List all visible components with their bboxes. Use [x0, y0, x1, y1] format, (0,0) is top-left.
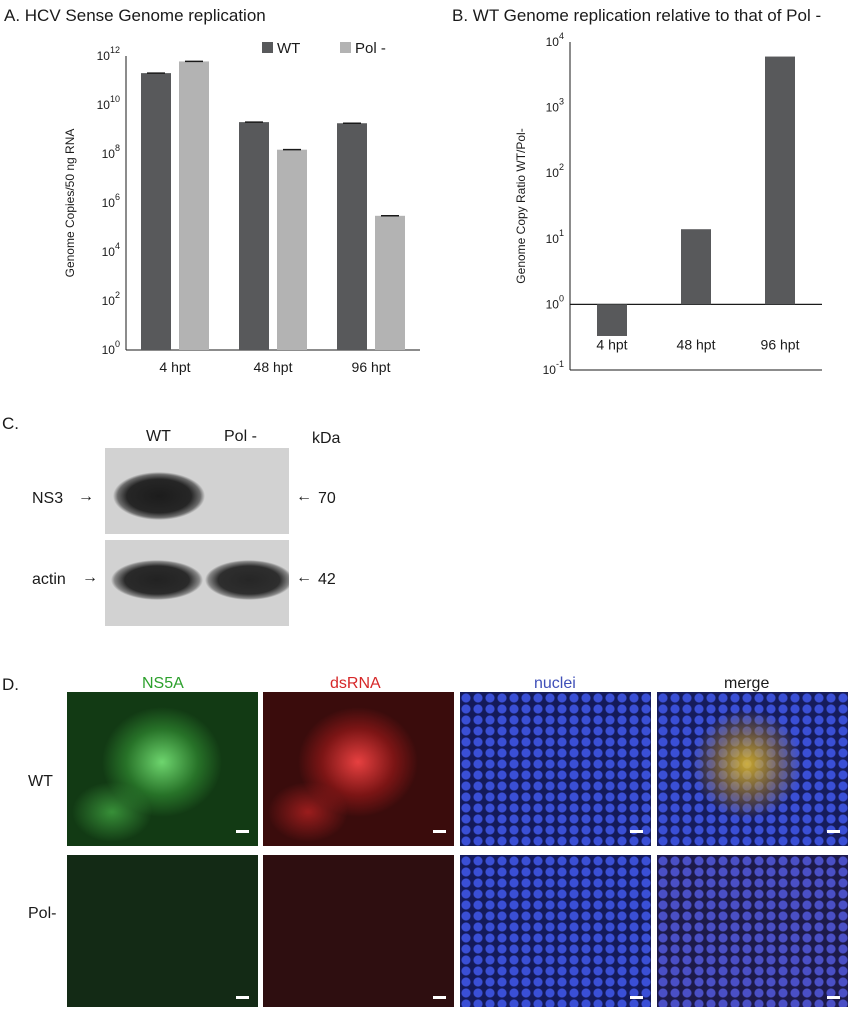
panel-b-title: B. WT Genome replication relative to tha… [452, 6, 822, 25]
y-axis-label: Genome Copy Ratio WT/Pol- [514, 128, 528, 283]
micrograph-pol-nuclei [460, 855, 651, 1007]
kda-label: kDa [312, 430, 341, 447]
bar-wt-96hpt [337, 123, 367, 351]
bar-pol-96hpt [375, 215, 405, 350]
arrow-right-icon: → [82, 569, 98, 586]
scale-bar [236, 996, 249, 999]
legend-label: WT [277, 40, 300, 57]
scale-bar [827, 830, 840, 833]
legend-swatch [262, 42, 273, 53]
micrograph-pol-ns5a [67, 855, 258, 1007]
y-tick-label: 108 [102, 143, 120, 161]
blot-ns3 [105, 448, 289, 534]
row-label-ns3: NS3 [32, 490, 64, 507]
x-tick-label: 48 hpt [254, 359, 293, 375]
panel-a-chart: 100 102 104 106 108 1010 1012 Genome Copies/50 … [63, 40, 420, 375]
bar-pol-48hpt [277, 149, 307, 350]
y-tick-label: 1012 [97, 45, 120, 63]
channel-label-nuclei: nuclei [534, 675, 576, 692]
bar-ratio-96hpt [765, 56, 795, 305]
y-tick-label: 101 [546, 228, 564, 246]
micrograph-pol-merge [657, 855, 848, 1007]
arrow-right-icon: → [78, 488, 94, 505]
y-tick-label: 104 [546, 31, 564, 49]
blot-actin [105, 540, 289, 626]
channel-label-ns5a: NS5A [142, 675, 184, 692]
y-tick-label: 1010 [97, 94, 120, 112]
channel-label-dsrna: dsRNA [330, 675, 381, 692]
scale-bar [433, 996, 446, 999]
micrograph-wt-ns5a [67, 692, 258, 846]
y-tick-label: 104 [102, 241, 120, 259]
scale-bar [630, 830, 643, 833]
legend-swatch [340, 42, 351, 53]
y-tick-label: 100 [546, 293, 564, 311]
panel-d-label: D. [2, 675, 19, 694]
bar-pol-4hpt [179, 61, 209, 350]
scale-bar [433, 830, 446, 833]
y-tick-label: 102 [102, 290, 120, 308]
micrograph-wt-merge [657, 692, 848, 846]
micrograph-pol-dsrna [263, 855, 454, 1007]
size-label-70: 70 [318, 490, 336, 507]
panel-c-label: C. [2, 414, 19, 433]
bar-ratio-48hpt [681, 229, 711, 305]
y-tick-label: 102 [546, 162, 564, 180]
x-tick-label: 96 hpt [352, 359, 391, 375]
scale-bar [630, 996, 643, 999]
row-label-actin: actin [32, 571, 66, 588]
x-tick-label: 48 hpt [677, 336, 716, 352]
x-tick-label: 4 hpt [159, 359, 190, 375]
size-label-42: 42 [318, 571, 336, 588]
y-tick-label: 106 [102, 192, 120, 210]
y-axis-label: Genome Copies/50 ng RNA [63, 129, 77, 278]
x-tick-label: 4 hpt [596, 336, 627, 352]
scale-bar [236, 830, 249, 833]
y-tick-label: 103 [546, 97, 564, 115]
row-label-wt: WT [28, 773, 53, 790]
channel-label-merge: merge [724, 675, 770, 692]
scale-bar [827, 996, 840, 999]
arrow-left-icon: ← [296, 569, 312, 586]
panel-b-chart: 10-1 100 101 102 103 104 Genome Copy Ratio WT/… [514, 31, 822, 377]
micrograph-wt-nuclei [460, 692, 651, 846]
bar-ratio-4hpt [597, 304, 627, 336]
bar-wt-4hpt [141, 73, 171, 351]
y-tick-label: 100 [102, 339, 120, 357]
panel-a-title: A. HCV Sense Genome replication [4, 6, 266, 25]
micrograph-wt-dsrna [263, 692, 454, 846]
lane-label-pol: Pol - [224, 428, 257, 445]
x-tick-label: 96 hpt [761, 336, 800, 352]
y-tick-label: 10-1 [543, 359, 564, 377]
lane-label-wt: WT [146, 428, 171, 445]
arrow-left-icon: ← [296, 488, 312, 505]
bar-wt-48hpt [239, 122, 269, 351]
legend-label: Pol - [355, 40, 386, 57]
row-label-pol: Pol- [28, 905, 57, 922]
